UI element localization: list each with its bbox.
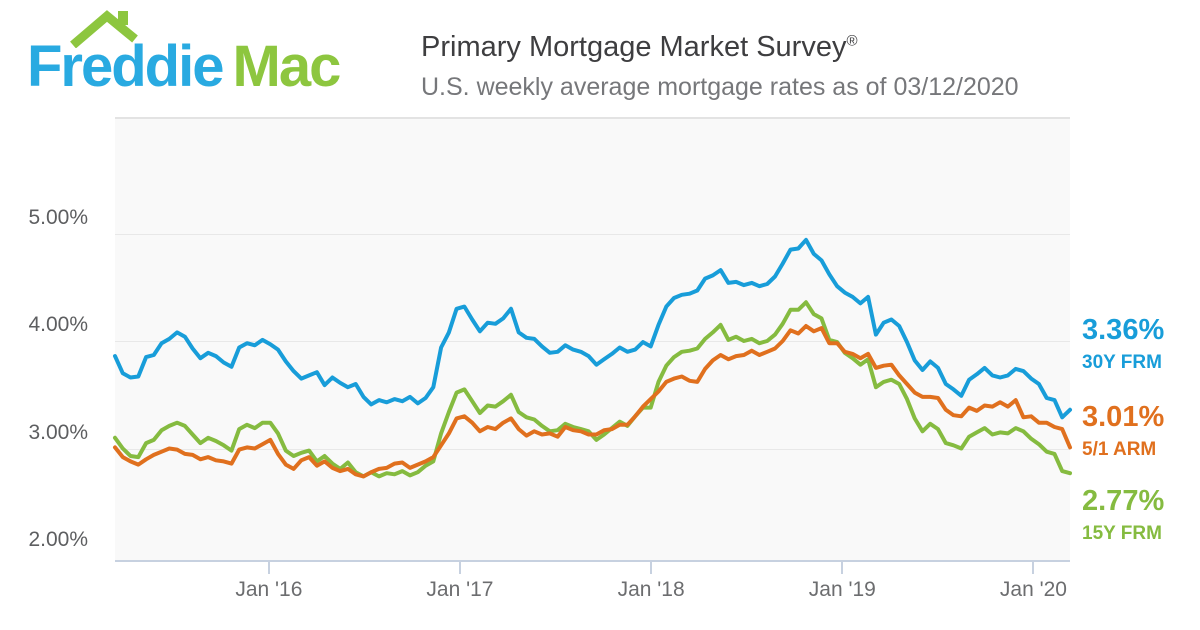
x-axis-label: Jan '17: [426, 578, 494, 601]
legend-30y-frm: 3.36% 30Y FRM: [1082, 314, 1200, 373]
series-line-30y-frm: [113, 237, 1072, 420]
legend-value-5-1-arm: 3.01%: [1082, 401, 1165, 433]
gridline: [115, 233, 1070, 235]
series-line-5-1-arm: [113, 324, 1072, 479]
legend-value-30y-frm: 3.36%: [1082, 314, 1165, 346]
x-axis-ticks: Jan '16 Jan '17 Jan '18 Jan '19 Jan '20: [115, 560, 1070, 610]
legend-label-5-1-arm: 5/1 ARM: [1082, 439, 1157, 460]
y-axis-label: 4.00%: [28, 313, 88, 336]
y-axis-label: 2.00%: [28, 528, 88, 551]
y-axis-label: 5.00%: [28, 205, 88, 229]
legend-label-30y-frm: 30Y FRM: [1082, 352, 1162, 373]
page-title: Primary Mortgage Market Survey®: [421, 31, 858, 63]
logo-word-freddie: Freddie: [27, 34, 224, 99]
x-axis-tick: [458, 560, 461, 574]
x-axis-tick: [650, 560, 653, 574]
house-roof-icon: [70, 10, 138, 48]
series-lines: [113, 237, 1072, 479]
chart-plot-area: [115, 117, 1070, 560]
x-axis-tick: [841, 560, 844, 574]
x-axis-label: Jan '20: [999, 578, 1067, 601]
registered-mark: ®: [846, 32, 858, 50]
legend-15y-frm: 2.77% 15Y FRM: [1082, 485, 1200, 544]
x-axis-label: Jan '19: [808, 578, 876, 601]
logo-text: Freddie Mac: [27, 38, 341, 96]
header-title-block: Primary Mortgage Market Survey® U.S. wee…: [421, 30, 1019, 102]
x-axis-label: Jan '18: [617, 578, 685, 601]
legend-label-15y-frm: 15Y FRM: [1082, 523, 1162, 544]
x-axis-tick: [1032, 560, 1035, 574]
legend-5-1-arm: 3.01% 5/1 ARM: [1082, 401, 1200, 460]
legend-value-15y-frm: 2.77%: [1082, 485, 1165, 517]
series-line-15y-frm: [113, 300, 1072, 479]
y-axis-labels: 5.00% 4.00% 3.00% 2.00%: [0, 117, 88, 560]
y-axis-label: 3.00%: [28, 420, 88, 444]
x-axis-line: [115, 560, 1070, 562]
x-axis-tick: [267, 560, 270, 574]
gridline: [115, 448, 1070, 450]
x-axis-label: Jan '16: [235, 578, 303, 601]
page-subtitle: U.S. weekly average mortgage rates as of…: [421, 72, 1019, 101]
logo-word-mac: Mac: [232, 34, 342, 99]
gridline: [115, 341, 1070, 342]
